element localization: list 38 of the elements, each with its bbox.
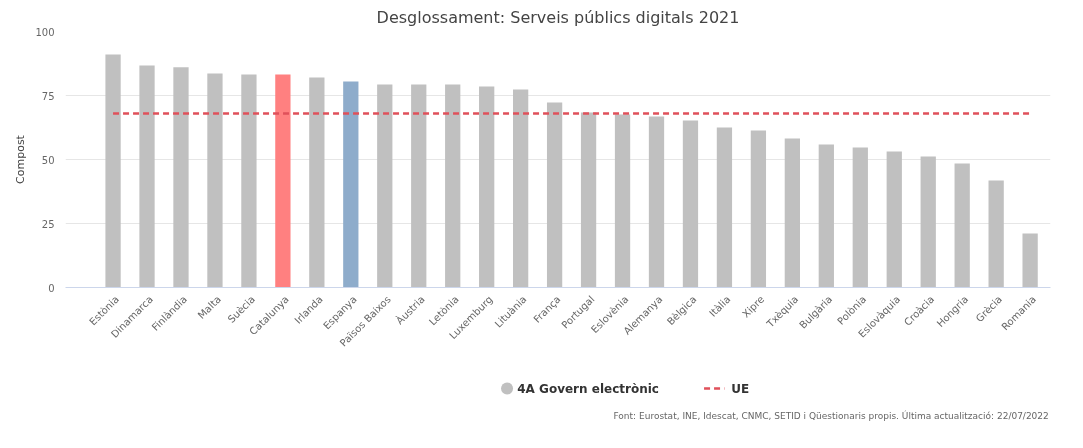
y-tick-label: 0 xyxy=(48,282,55,294)
bar xyxy=(682,120,699,288)
bar xyxy=(988,180,1004,288)
text: Font: Eurostat, INE, Idescat, CNMC, SETID i Qüestionaris propis. Última actualització: 22/07/2022 xyxy=(613,409,1049,421)
bar xyxy=(648,116,665,288)
bar xyxy=(207,73,223,288)
y-axis-title: Compost xyxy=(14,134,28,184)
bar xyxy=(309,77,325,288)
bar xyxy=(139,65,155,288)
y-tick-label: 75 xyxy=(41,90,55,102)
y-tick-label: 100 xyxy=(35,26,55,38)
bar xyxy=(513,89,529,288)
bar xyxy=(614,114,631,288)
bar xyxy=(920,156,936,288)
bar xyxy=(1022,233,1038,288)
bar xyxy=(818,144,834,288)
bar xyxy=(784,138,800,288)
bar xyxy=(377,84,393,288)
bar xyxy=(886,151,902,288)
bar xyxy=(479,86,495,288)
bar xyxy=(954,163,970,288)
bar xyxy=(852,147,868,288)
bar xyxy=(105,54,121,288)
y-tick-label: 50 xyxy=(41,154,55,166)
y-tick-label: 25 xyxy=(41,218,55,230)
chart-title: Desglossament: Serveis públics digitals 2021 xyxy=(376,7,740,27)
bar xyxy=(546,102,563,288)
bar xyxy=(445,84,461,288)
bar xyxy=(275,74,291,288)
bar xyxy=(241,74,257,288)
legend-label: UE xyxy=(731,381,750,396)
bar xyxy=(580,112,597,288)
legend-label: 4A Govern electrònic xyxy=(517,381,659,396)
bar xyxy=(343,81,359,288)
bar xyxy=(411,84,427,288)
bar xyxy=(716,127,733,288)
bar xyxy=(750,130,767,288)
bar xyxy=(173,67,189,288)
